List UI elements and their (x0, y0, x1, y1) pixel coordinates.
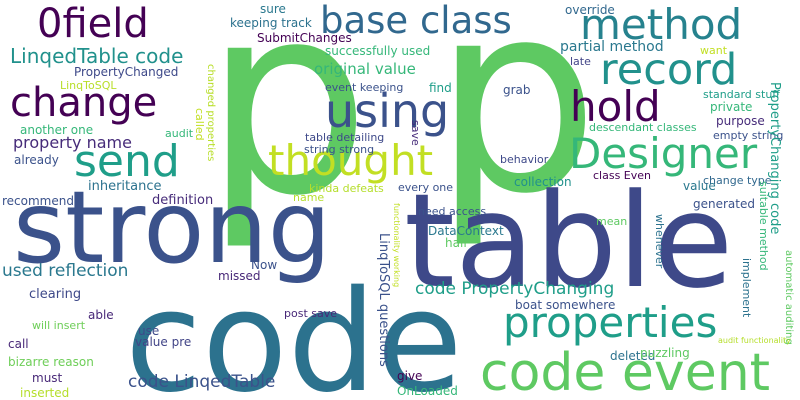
word: kinda defeats (309, 182, 384, 195)
word: purpose (716, 114, 765, 128)
word: late (570, 55, 591, 68)
word: already (14, 153, 59, 167)
word: DataContext (428, 224, 504, 238)
word: standard stuff (703, 88, 780, 101)
word: send (74, 136, 180, 187)
word: whenever (653, 214, 666, 269)
word: event keeping (325, 81, 404, 94)
word: functionality working (392, 203, 401, 288)
word: code (125, 261, 463, 400)
word: save (409, 120, 422, 146)
word: mean (596, 215, 628, 228)
word: class Even (593, 169, 652, 182)
word: record (600, 45, 738, 95)
word: code event (480, 343, 771, 400)
word: code PropertyChanging (415, 279, 615, 299)
word: sure (260, 2, 286, 16)
word: suitable method (757, 181, 770, 271)
word: must (32, 371, 63, 385)
word: need access (418, 205, 487, 218)
word: want (700, 44, 728, 57)
word: implement (740, 258, 753, 318)
word: puzzling (640, 346, 690, 360)
word: p (204, 0, 371, 253)
word: bizarre reason (8, 355, 94, 369)
word: use (138, 324, 160, 338)
word: deleted (610, 349, 656, 363)
word: using (325, 84, 450, 138)
word: empty string (713, 129, 784, 142)
word: PropertyChanging code (767, 82, 782, 235)
word: SubmitChanges (257, 31, 352, 45)
word: original value (314, 60, 416, 78)
word: PropertyChanged (74, 65, 179, 79)
word: thought (268, 136, 434, 185)
word: method (580, 0, 743, 49)
word: OnLoaded (397, 384, 458, 398)
word: called (193, 108, 206, 141)
word: change type (703, 174, 772, 187)
word: change (10, 80, 158, 126)
word: value pre (135, 335, 192, 349)
word: base class (320, 0, 512, 42)
word: properties (503, 298, 718, 347)
word: inheritance (88, 179, 162, 194)
word: partial method (560, 39, 664, 55)
word: strong (13, 169, 332, 286)
word: property name (13, 133, 132, 152)
word: Designer (569, 129, 758, 178)
word: table (404, 165, 734, 317)
word: LinqToSQL questions (376, 233, 391, 367)
word: call (8, 337, 29, 351)
word: find (429, 81, 452, 95)
word: another one (20, 123, 94, 137)
word: audit (165, 127, 194, 140)
word: table detailing (305, 131, 385, 144)
word: behavior (500, 153, 549, 166)
word: clearing (29, 287, 82, 302)
word: boat somewhere (515, 298, 616, 312)
word: give (397, 369, 423, 383)
word: successfully used (325, 44, 431, 58)
word: hold (570, 82, 661, 131)
word: post save (284, 307, 338, 320)
word: code LinqedTable (128, 372, 276, 392)
word: used reflection (2, 261, 129, 281)
word: changed properties (205, 64, 216, 162)
word: generated (693, 197, 755, 211)
word: 0field (37, 1, 149, 47)
word: inserted (20, 386, 70, 400)
word: keeping track (230, 16, 312, 30)
word: half (445, 236, 468, 250)
word: descendant classes (589, 121, 697, 134)
word: LinqToSQL (60, 79, 117, 92)
word: able (88, 308, 114, 322)
word: override (565, 3, 615, 17)
word: every one (398, 181, 454, 194)
word: audit functionality (718, 336, 791, 345)
word: grab (503, 83, 531, 97)
word: automatic auditing (783, 250, 794, 345)
word: name (293, 191, 325, 204)
word: string strong (304, 143, 375, 156)
word: collection (514, 175, 572, 189)
word: p (433, 0, 600, 251)
word: missed (218, 269, 261, 283)
word: will insert (32, 319, 86, 332)
word: LinqedTable code (10, 44, 184, 68)
word: private (710, 100, 753, 114)
word: definition (152, 193, 214, 208)
word: recommend (2, 194, 74, 208)
word: Now (251, 258, 278, 272)
word: value (683, 179, 716, 193)
